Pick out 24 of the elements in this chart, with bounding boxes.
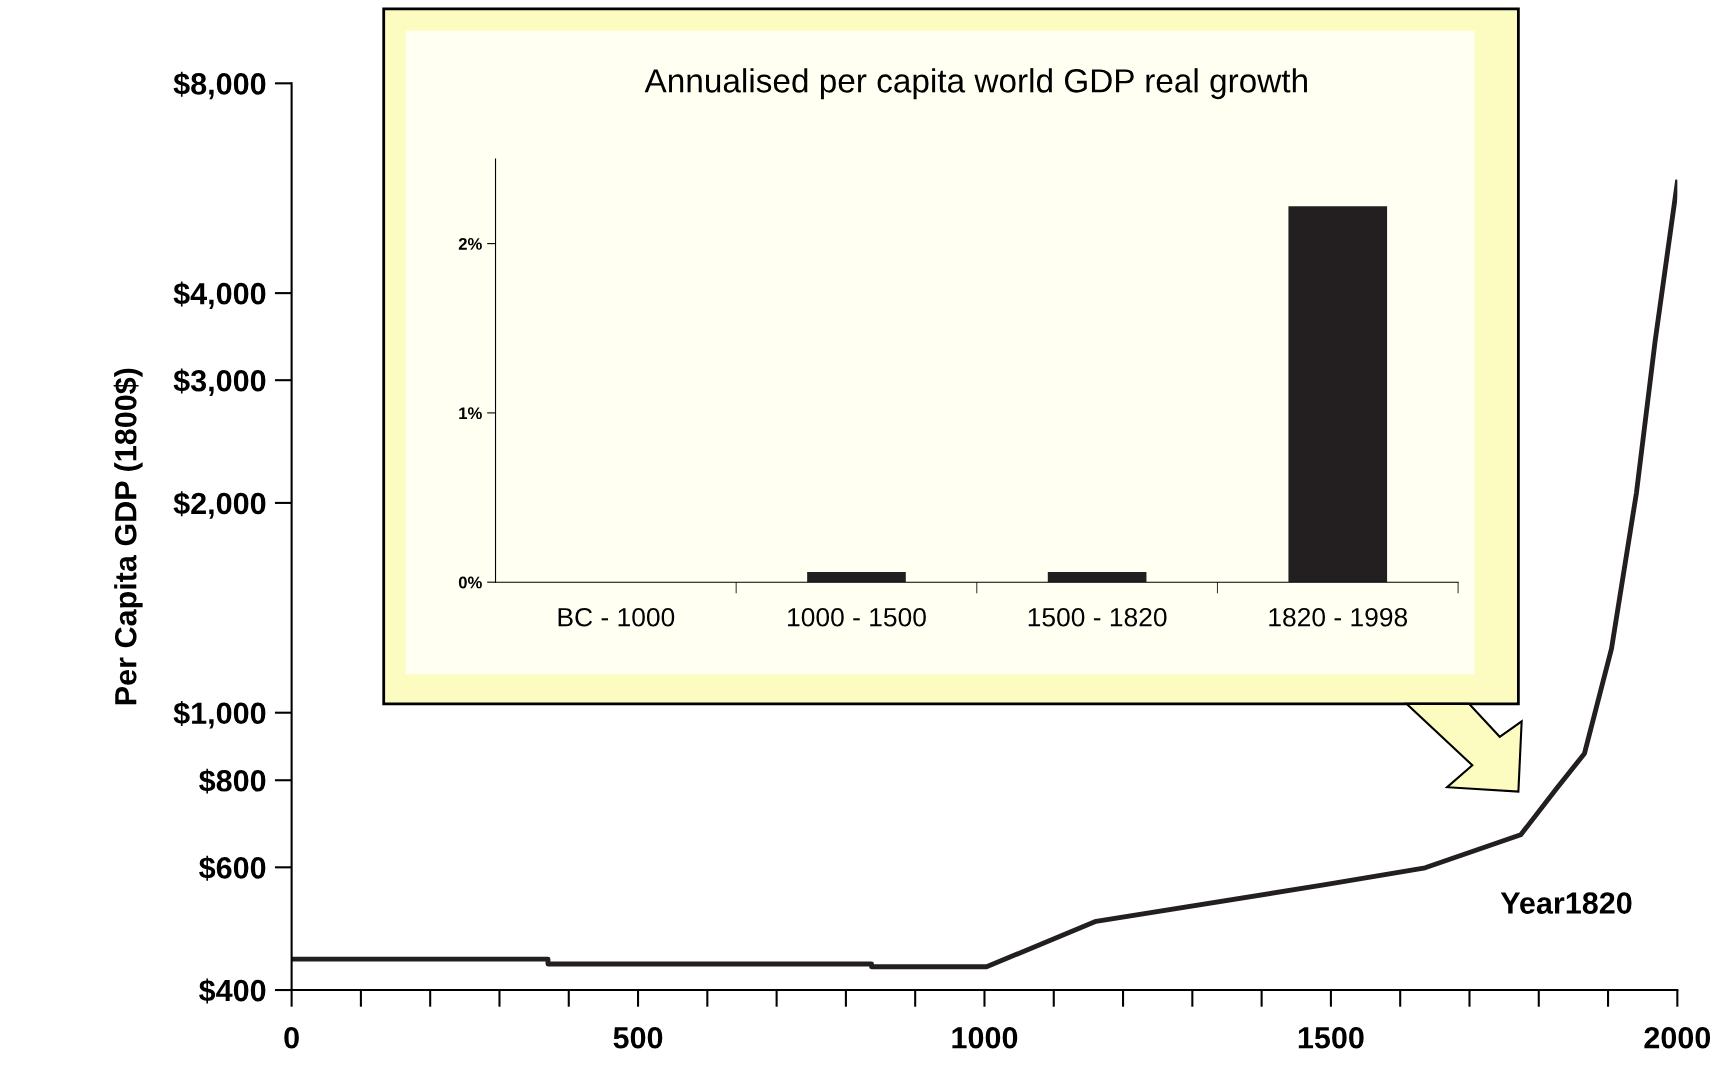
y-tick-label: $4,000 — [173, 281, 266, 309]
y-tick-label: $8,000 — [173, 71, 266, 100]
y-tick-label: 1% — [459, 407, 482, 420]
chart-title: Annualised per capita world GDP real growth — [644, 68, 1307, 100]
y-tick-label: $1,000 — [173, 701, 266, 729]
y-tick-label: 0% — [458, 576, 482, 589]
y-tick-label: 2% — [458, 238, 482, 250]
x-tick-label: 1500 - 1820 — [1028, 607, 1167, 627]
x-tick-label: 500 — [613, 1026, 663, 1049]
x-tick-label: 2000 — [1644, 1026, 1711, 1049]
y-tick-label: $400 — [199, 978, 266, 1004]
x-tick-label: 0 — [284, 1026, 299, 1049]
y-tick-label: $800 — [199, 768, 266, 794]
y-tick-label: $2,000 — [173, 491, 266, 519]
annotation: Year1820 — [1500, 892, 1632, 914]
y-axis-title: Per Capita GDP (1800$) — [113, 368, 143, 705]
y-tick-label: $3,000 — [173, 368, 266, 396]
x-tick-label: 1500 — [1298, 1026, 1364, 1049]
y-tick-label: $600 — [199, 855, 266, 881]
x-tick-label: 1000 — [952, 1026, 1018, 1049]
x-tick-label: 1820 - 1998 — [1269, 607, 1408, 627]
x-tick-label: BC - 1000 — [558, 607, 675, 627]
x-tick-label: 1000 - 1500 — [788, 607, 926, 627]
line-series — [291, 179, 1678, 970]
